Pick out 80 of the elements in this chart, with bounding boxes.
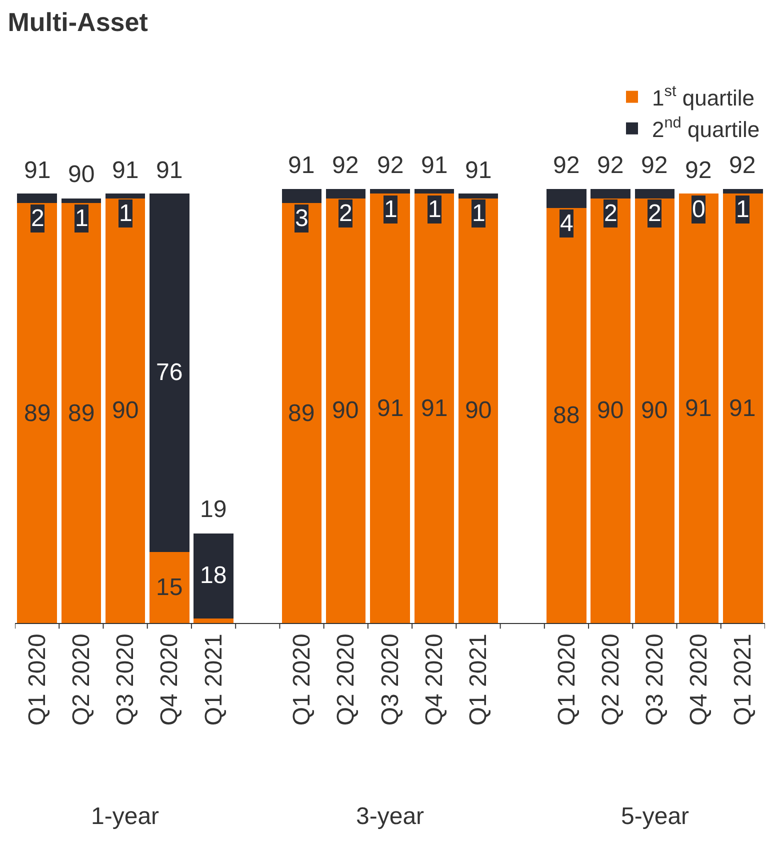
total-label: 91	[112, 157, 139, 184]
x-tick-label: Q4 2020	[686, 634, 713, 726]
data-label: 89	[288, 400, 315, 427]
x-tick-label: Q2 2020	[68, 634, 95, 726]
bar	[105, 198, 146, 623]
data-label: 91	[421, 395, 448, 422]
data-label: 90	[465, 397, 492, 424]
total-label: 19	[200, 496, 227, 523]
data-label: 89	[24, 400, 51, 427]
x-tick-label: Q4 2020	[420, 634, 448, 726]
total-label: 90	[68, 161, 95, 188]
bar	[17, 203, 57, 623]
x-tick-label: Q1 2021	[200, 634, 228, 726]
data-label: 1	[384, 196, 398, 223]
data-label: 1	[428, 196, 442, 223]
data-label: 1	[75, 205, 88, 232]
total-label: 92	[685, 157, 712, 184]
bar	[414, 194, 454, 623]
data-label: 15	[156, 574, 183, 601]
bar	[194, 618, 234, 623]
bar	[150, 194, 190, 552]
total-label: 91	[156, 157, 183, 184]
total-label: 92	[641, 152, 668, 179]
x-tick-label: Q2 2020	[332, 634, 360, 726]
x-tick-label: Q3 2020	[642, 634, 669, 726]
data-label: 2	[604, 200, 618, 227]
data-label: 91	[729, 395, 756, 422]
data-label: 1	[736, 196, 750, 223]
bar	[282, 203, 322, 623]
data-label: 76	[156, 359, 183, 386]
data-label: 3	[295, 205, 308, 232]
total-label: 92	[377, 152, 404, 179]
data-label: 4	[560, 210, 574, 237]
bar	[678, 194, 719, 623]
text: 5-year	[621, 803, 690, 830]
x-tick-label: Q1 2020	[24, 634, 51, 726]
total-label: 92	[332, 152, 359, 179]
total-label: 91	[24, 157, 51, 184]
legend-label: 1$^{st}$ quartile	[652, 83, 755, 110]
data-label: 1	[119, 200, 132, 227]
data-label: 2	[31, 205, 44, 232]
x-tick-label: Q3 2020	[112, 634, 140, 726]
x-tick-label: Q1 2021	[465, 634, 492, 726]
data-label: 2	[648, 200, 662, 227]
data-label: 89	[68, 400, 95, 427]
data-label: 90	[332, 397, 359, 424]
bar	[723, 194, 763, 623]
total-label: 91	[288, 152, 315, 179]
data-label: 90	[641, 397, 668, 424]
legend-label: 2$^{nd}$ quartile	[652, 114, 760, 142]
x-tick-label: Q1 2021	[730, 634, 757, 726]
total-label: 92	[729, 152, 756, 179]
text: 1-year	[91, 803, 160, 830]
data-label: 0	[692, 196, 706, 223]
total-label: 92	[553, 152, 580, 179]
data-label: 90	[112, 397, 139, 424]
data-label: 1	[472, 200, 486, 227]
data-label: 88	[553, 402, 580, 429]
x-tick-label: Q4 2020	[156, 634, 184, 726]
data-label: 91	[377, 395, 404, 422]
data-label: 90	[597, 397, 624, 424]
bar	[326, 198, 366, 623]
bar	[590, 198, 630, 623]
x-tick-label: Q1 2020	[288, 634, 316, 726]
data-label: 91	[685, 395, 712, 422]
x-tick-label: Q1 2020	[553, 634, 580, 726]
bar	[370, 194, 410, 623]
total-label: 91	[421, 152, 448, 179]
bar	[634, 198, 675, 623]
total-label: 92	[597, 152, 624, 179]
total-label: 91	[465, 157, 492, 184]
bar	[546, 208, 586, 623]
x-tick-label: Q2 2020	[597, 634, 624, 726]
bar	[61, 203, 102, 623]
data-label: 18	[200, 562, 227, 589]
data-label: 2	[339, 200, 352, 227]
chart-title: Multi-Asset	[8, 6, 148, 37]
x-tick-label: Q3 2020	[376, 634, 404, 726]
text: 3-year	[356, 803, 424, 830]
bar	[458, 198, 498, 623]
